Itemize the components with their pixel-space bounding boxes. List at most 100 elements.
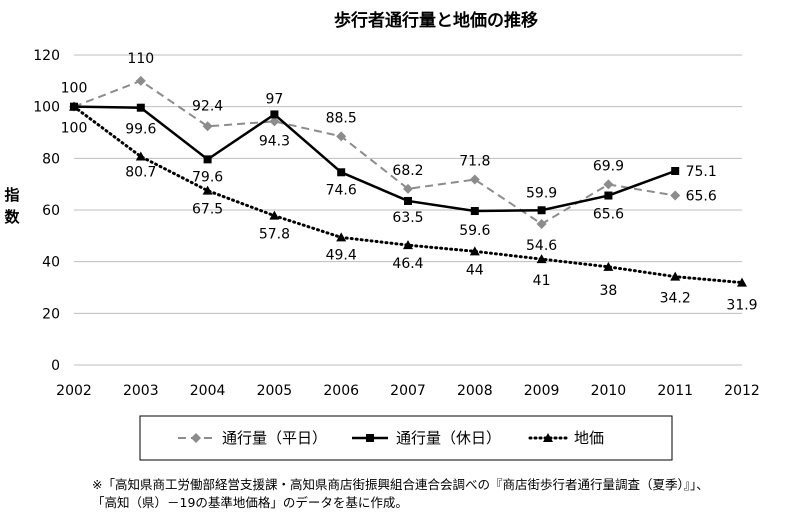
data-point (670, 271, 681, 281)
data-label: 100 (61, 81, 88, 97)
data-point (336, 232, 347, 242)
data-label: 54.6 (526, 238, 557, 254)
data-label: 67.5 (192, 202, 223, 218)
data-point (403, 240, 413, 250)
legend-marker (366, 434, 374, 442)
y-axis-label-char: 指 (4, 186, 19, 204)
x-tick-label: 2009 (524, 383, 560, 399)
data-label: 46.4 (392, 256, 423, 272)
data-label: 38 (599, 283, 617, 299)
data-label: 65.6 (593, 207, 624, 223)
data-label: 68.2 (392, 163, 423, 179)
data-point (737, 277, 747, 287)
data-labels: 100 100 110 99.6 80.7 92.4 79.6 67.5 97 94.3 57.8 8… (61, 51, 758, 314)
data-point (269, 116, 280, 127)
data-point (136, 103, 145, 112)
data-point (537, 206, 546, 215)
data-point (269, 210, 280, 220)
y-axis-ticks: 0 20 40 60 80 100 120 (33, 48, 60, 374)
data-point (469, 246, 480, 256)
y-tick-label: 80 (42, 151, 60, 167)
data-point (337, 168, 346, 177)
x-tick-label: 2005 (257, 383, 293, 399)
data-label: 110 (127, 51, 154, 67)
data-label: 99.6 (125, 122, 156, 138)
x-tick-label: 2006 (323, 383, 359, 399)
footnote-line-1: ※「高知県商工労働部経営支援課・高知県商店街振興組合連合会調べの『商店街歩行者通… (92, 477, 709, 492)
footnote-line-2: 「高知（県）－19の基準地価格」のデータを基に作成。 (92, 495, 408, 510)
data-label: 79.6 (192, 169, 223, 185)
x-tick-label: 2002 (56, 383, 92, 399)
data-point (404, 196, 412, 205)
data-point (603, 179, 614, 190)
data-label: 44 (466, 262, 484, 278)
data-label: 49.4 (326, 247, 357, 263)
data-point (536, 218, 547, 229)
data-point (135, 75, 146, 86)
data-point (670, 190, 681, 201)
data-label: 59.9 (526, 185, 557, 201)
legend-marker (543, 433, 553, 442)
x-tick-label: 2007 (390, 383, 426, 399)
y-axis-label-char: 数 (4, 208, 20, 226)
data-label: 41 (533, 273, 551, 289)
data-label: 71.8 (459, 154, 490, 170)
data-point (470, 207, 479, 216)
data-point (469, 174, 480, 185)
x-tick-label: 2010 (591, 383, 627, 399)
data-point (536, 254, 547, 264)
data-point (671, 166, 680, 175)
data-label: 31.9 (726, 298, 757, 314)
y-tick-label: 120 (33, 48, 60, 64)
data-point (270, 110, 279, 119)
data-label: 75.1 (686, 164, 717, 180)
x-tick-label: 2012 (724, 383, 760, 399)
data-label: 65.6 (686, 189, 717, 205)
x-tick-label: 2011 (657, 383, 693, 399)
data-label: 69.9 (593, 158, 624, 174)
data-label: 34.2 (660, 291, 691, 307)
legend-marker (191, 433, 201, 443)
data-label: 63.5 (392, 210, 423, 226)
data-point (603, 261, 614, 271)
series-0 (69, 75, 681, 229)
data-label: 80.7 (125, 165, 156, 181)
y-axis-label: 指数 (4, 186, 20, 226)
series-2 (69, 101, 747, 287)
legend: 通行量（平日） 通行量（休日） 地価 (139, 415, 673, 461)
data-label: 94.3 (259, 133, 290, 149)
legend-label: 通行量（休日） (396, 429, 501, 447)
legend-label: 地価 (574, 429, 604, 447)
data-point (69, 101, 79, 111)
x-tick-label: 2004 (190, 383, 226, 399)
y-tick-label: 0 (51, 358, 60, 374)
legend-label: 通行量（平日） (222, 429, 327, 447)
data-label: 57.8 (259, 227, 290, 243)
series-line (73, 105, 676, 213)
data-label: 74.6 (326, 182, 357, 198)
data-label: 97 (265, 91, 283, 107)
data-point (336, 131, 347, 142)
data-point (135, 151, 146, 161)
legend-entry: 通行量（休日） (352, 429, 501, 447)
legend-frame (139, 415, 673, 461)
data-point (202, 185, 213, 195)
data-point (604, 191, 613, 200)
data-point (203, 155, 212, 164)
data-label: 59.6 (459, 223, 490, 239)
y-tick-label: 40 (42, 255, 60, 271)
y-tick-label: 100 (33, 100, 60, 116)
series-1 (70, 102, 680, 216)
y-tick-label: 60 (42, 203, 60, 219)
y-tick-label: 20 (42, 306, 60, 322)
x-tick-label: 2003 (123, 383, 159, 399)
gridlines (74, 54, 742, 366)
series-line (73, 79, 676, 226)
chart-title: 歩行者通行量と地価の推移 (334, 10, 538, 31)
legend-entry: 通行量（平日） (178, 429, 327, 447)
data-label: 88.5 (326, 110, 357, 126)
data-label: 100 (61, 121, 88, 137)
x-tick-label: 2008 (457, 383, 493, 399)
series-lines (69, 75, 747, 287)
